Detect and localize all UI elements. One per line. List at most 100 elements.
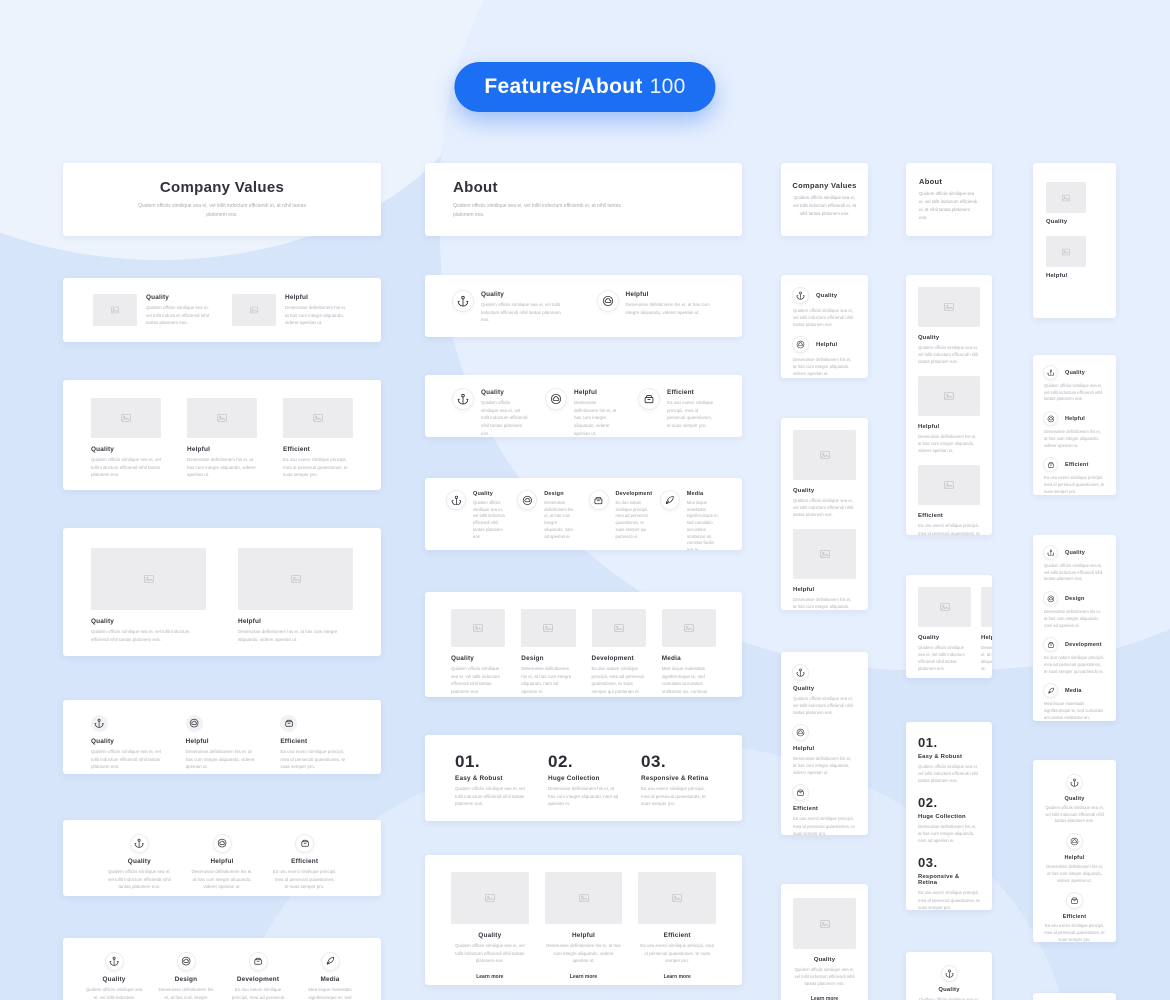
image-placeholder-icon xyxy=(612,622,626,634)
feature-item: Development Ex duo natum similique princi… xyxy=(229,953,287,1000)
feature-item: Quality Quidem officiis similique sea ei,… xyxy=(918,966,980,1000)
feature-item: Helpful Deseruisse definitionem his ei, a… xyxy=(544,872,623,980)
feature-item: Quality Quidem officiis similique sea ei,… xyxy=(91,548,206,642)
card-column: Quality Helpful Quality Quidem officiis sim… xyxy=(1033,0,1116,1000)
feature-text: Quidem officiis similique sea ei, vel to… xyxy=(1045,805,1104,824)
feature-text: Quidem officiis similique sea ei, vel to… xyxy=(919,997,979,1000)
learn-more-link[interactable]: Learn more xyxy=(663,973,691,980)
image-thumbnail xyxy=(93,294,137,326)
feature-header: Quality xyxy=(793,288,856,303)
image-placeholder xyxy=(91,398,161,438)
cloud-icon xyxy=(522,495,533,506)
feature-title: Helpful xyxy=(238,618,262,625)
cloud-icon xyxy=(189,718,199,728)
feature-text: Mea iisque maiestatis signiferumque te, … xyxy=(686,500,719,550)
feature-title: Quality xyxy=(938,987,960,993)
cloud-icon xyxy=(550,393,562,405)
image-placeholder-icon xyxy=(215,412,229,424)
feature-header: Quality xyxy=(1044,546,1105,559)
icon-circle xyxy=(1044,546,1057,559)
image-placeholder xyxy=(187,398,257,438)
image-placeholder-icon xyxy=(577,892,591,904)
component-card: Quality Quidem officiis similique sea ei,… xyxy=(63,700,381,774)
icon-circle xyxy=(660,491,679,509)
feature-body: Quality Quidem officiis similique sea ei,… xyxy=(473,491,506,540)
feature-body: Media Mea iisque maiestatis signiferumque… xyxy=(687,491,720,550)
feature-item: Helpful Deseruisse definitionem his ei, a… xyxy=(793,337,856,377)
anchor-icon xyxy=(945,969,954,978)
icon-circle xyxy=(177,953,195,970)
image-placeholder xyxy=(591,609,646,647)
feature-title: Huge Collection xyxy=(548,775,600,782)
learn-more-link[interactable]: Learn more xyxy=(476,973,504,980)
feature-text: Quidem officiis similique sea ei, vel to… xyxy=(455,786,525,807)
feature-title: Development xyxy=(1065,641,1102,648)
icon-circle xyxy=(793,785,808,801)
feature-title: Helpful xyxy=(285,294,309,301)
image-placeholder-icon xyxy=(938,601,952,613)
feature-title: Efficient xyxy=(1062,914,1087,921)
feature-body: Quality Quidem officiis similique sea ei,… xyxy=(146,294,212,326)
feature-text: Mea iisque maiestatis signiferumque te, … xyxy=(1044,701,1104,720)
feature-title: Media xyxy=(320,976,340,983)
feature-text: Deseruisse definitionem his ei, at has c… xyxy=(544,500,574,539)
feature-item: Efficient Ea usu exerci similique princip… xyxy=(639,389,714,428)
feature-header: Helpful xyxy=(1044,412,1105,426)
feature-title: Helpful xyxy=(1064,855,1085,862)
feature-item: Quality Quidem officiis similique sea ei,… xyxy=(93,294,212,326)
component-card: Quality Quidem officiis similique sea ei,… xyxy=(906,275,992,535)
feature-text: Quidem officiis similique sea ei, vel to… xyxy=(794,967,855,987)
card-subtitle: Quidem officiis similique sea ei, vel to… xyxy=(138,202,306,219)
feature-item: Quality Quidem officiis similique sea ei,… xyxy=(918,587,971,671)
component-card: 01. Easy & Robust Quidem officiis similiqu… xyxy=(425,735,742,821)
feature-text: Ex duo natum similique principii, mea ad… xyxy=(591,666,644,694)
feature-title: Quality xyxy=(478,932,502,939)
feature-title: Helpful xyxy=(918,424,940,431)
feature-text: Deseruisse definitionem his ei, at has c… xyxy=(1044,429,1101,448)
learn-more-link[interactable]: Learn more xyxy=(810,996,839,1000)
cloud-icon xyxy=(1047,415,1055,423)
feature-title: Efficient xyxy=(667,389,695,396)
feature-item: Quality Quidem officiis similique sea ei,… xyxy=(1044,366,1105,403)
image-placeholder xyxy=(793,898,856,949)
feature-item: Design Deseruisse definitionem his ei, at… xyxy=(1044,592,1105,629)
archive-icon xyxy=(300,838,310,848)
feature-title: Helpful xyxy=(625,291,649,298)
icon-circle xyxy=(941,966,957,981)
feature-title: Quality xyxy=(146,294,170,301)
feature-item: Helpful Deseruisse definitionem his ei, a… xyxy=(185,715,259,769)
feature-text: Ea usu exerci similique principii, mea i… xyxy=(918,523,980,535)
feature-text: Quidem officiis similique sea ei, vel to… xyxy=(918,645,965,672)
feature-text: Quidem officiis similique sea ei, vel to… xyxy=(91,749,161,770)
component-card: Quality Quidem officiis similique sea ei,… xyxy=(425,275,742,337)
icon-circle xyxy=(597,291,618,311)
feature-text: Deseruisse definitionem his ei, at has c… xyxy=(158,987,214,1000)
image-placeholder xyxy=(544,872,623,924)
icon-circle xyxy=(296,835,314,852)
learn-more-link[interactable]: Learn more xyxy=(569,973,598,980)
feature-title: Quality xyxy=(793,488,815,494)
feature-item: Quality xyxy=(1046,182,1103,225)
image-thumbnail xyxy=(1046,182,1086,213)
feature-title: Efficient xyxy=(918,513,944,520)
feature-title: Helpful xyxy=(185,738,209,745)
image-placeholder xyxy=(283,398,353,438)
anchor-icon xyxy=(796,291,805,300)
icon-circle xyxy=(453,389,473,409)
feature-item: Helpful Deseruisse definitionem his ei, a… xyxy=(918,376,980,454)
archive-icon xyxy=(284,718,294,728)
feature-text: Ea usu exerci similique principii, mea i… xyxy=(667,400,714,428)
feature-item: Quality Quidem officiis similique sea ei,… xyxy=(453,291,570,322)
icon-circle xyxy=(1044,458,1057,472)
feature-number: 03. xyxy=(918,855,938,871)
icon-circle xyxy=(1044,592,1057,606)
feature-item: Quality Quidem officiis similique sea ei,… xyxy=(1044,775,1105,825)
feature-body: Design Deseruisse definitionem his ei, at… xyxy=(544,491,577,540)
feature-title: Media xyxy=(661,655,681,662)
feature-item: Quality Quidem officiis similique sea ei,… xyxy=(451,609,506,694)
feature-title: Efficient xyxy=(283,446,311,453)
feature-item: Quality Quidem officiis similique sea ei,… xyxy=(793,430,856,518)
image-placeholder xyxy=(918,587,971,627)
icon-circle xyxy=(1067,775,1082,790)
feature-title: Easy & Robust xyxy=(455,775,503,782)
